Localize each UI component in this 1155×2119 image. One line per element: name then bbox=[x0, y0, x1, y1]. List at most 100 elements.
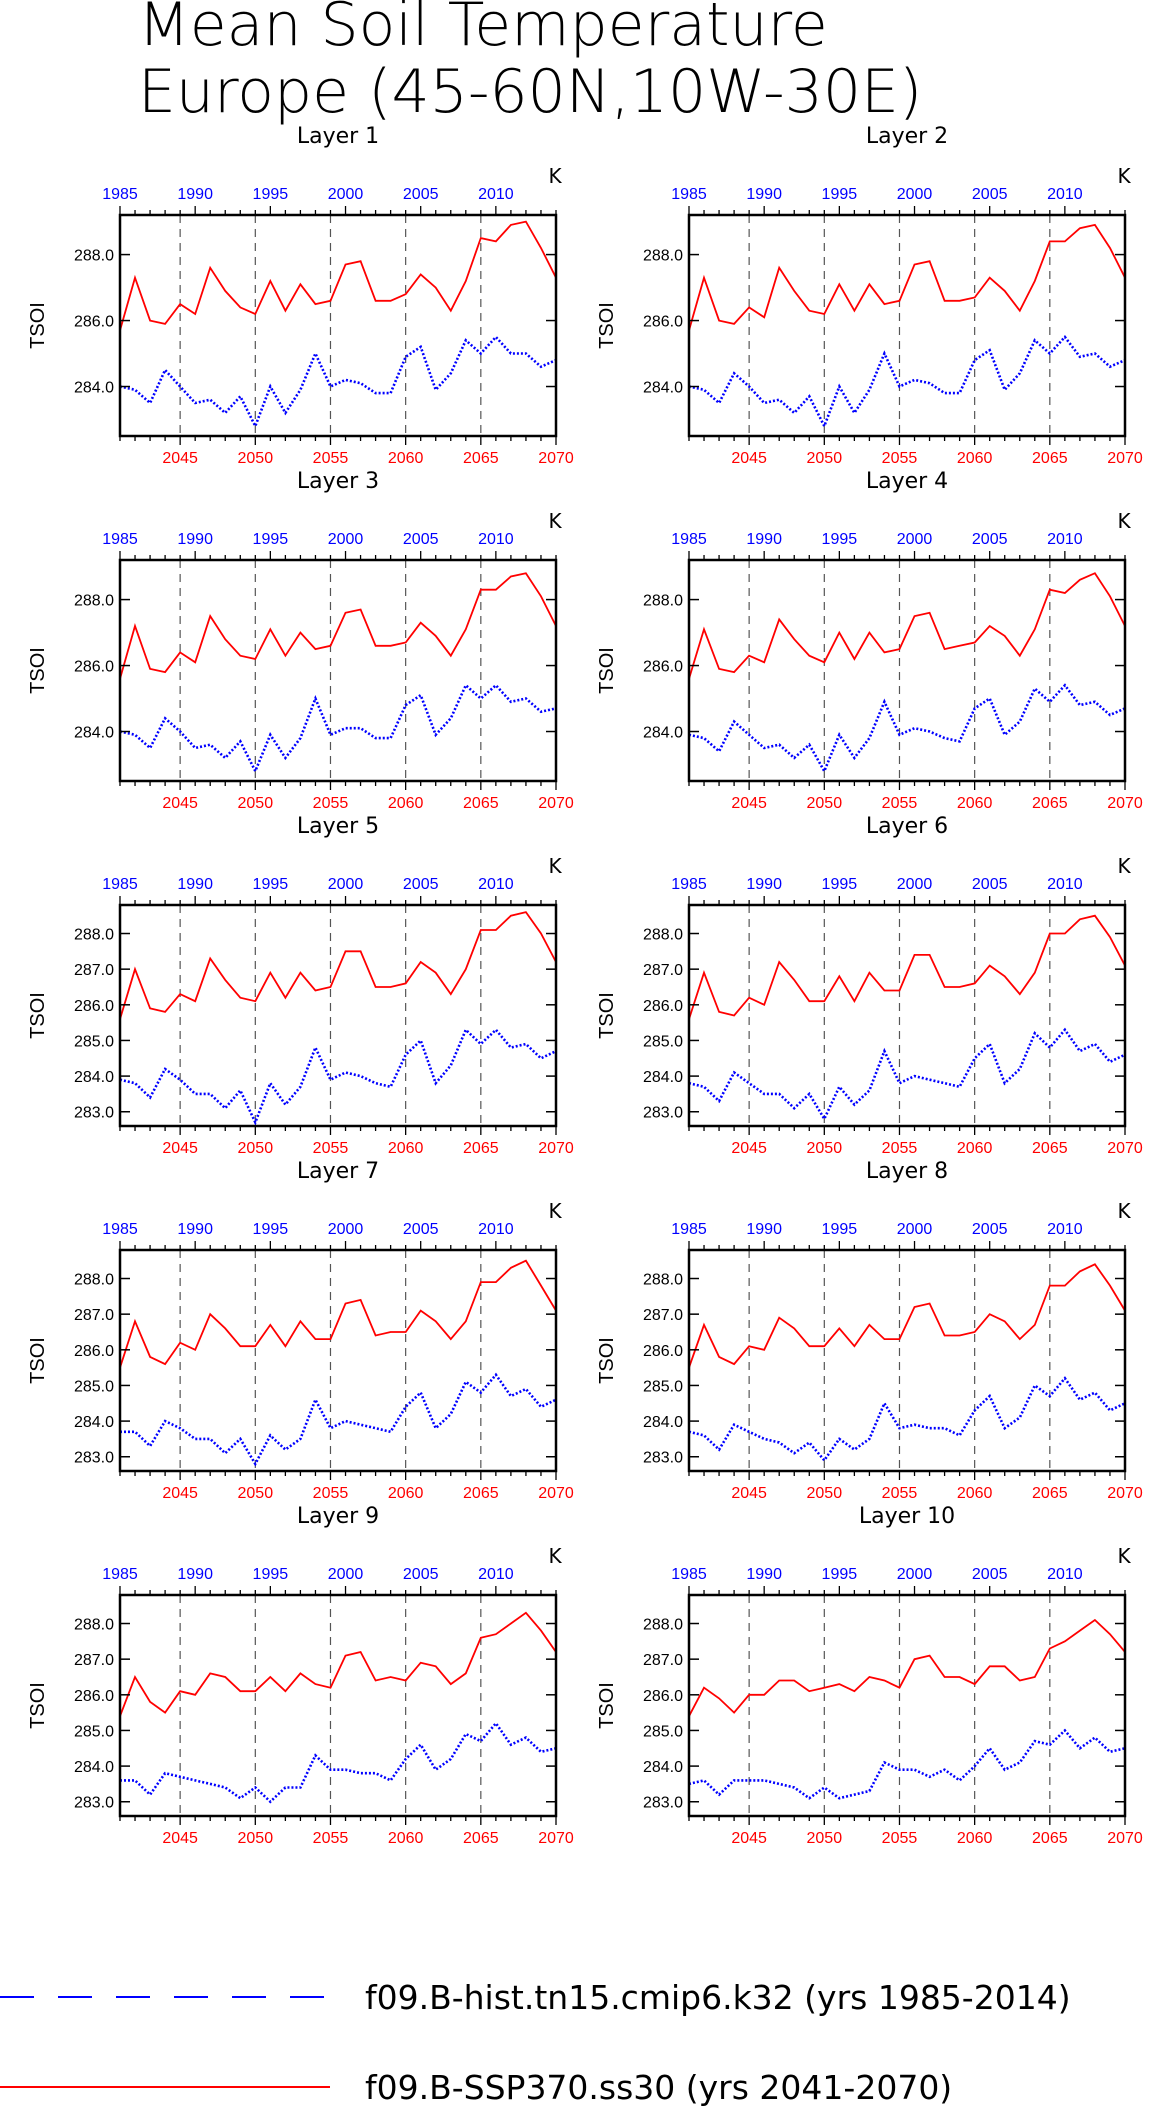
y-tick-label: 288.0 bbox=[74, 593, 114, 610]
y-tick-label: 284.0 bbox=[643, 1414, 683, 1431]
x-bottom-tick-label: 2070 bbox=[1107, 1485, 1143, 1502]
plot-frame bbox=[687, 903, 1127, 1128]
x-bottom-tick-label: 2055 bbox=[313, 795, 349, 812]
y-tick-label: 288.0 bbox=[74, 1617, 114, 1634]
x-bottom-tick-label: 2050 bbox=[807, 450, 843, 467]
x-bottom-tick-label: 2070 bbox=[538, 795, 574, 812]
y-tick-label: 284.0 bbox=[643, 1759, 683, 1776]
y-tick-label: 288.0 bbox=[74, 248, 114, 265]
x-top-tick-label: 1985 bbox=[102, 531, 138, 548]
x-bottom-tick-label: 2055 bbox=[313, 450, 349, 467]
x-top-tick-label: 1990 bbox=[746, 531, 782, 548]
x-top-tick-label: 2005 bbox=[403, 876, 439, 893]
x-top-tick-label: 2010 bbox=[1047, 531, 1083, 548]
x-bottom-tick-label: 2050 bbox=[238, 1830, 274, 1847]
chart-panel-layer-3: 284.0 286.0 288.0 2045 2050 2055 2060 2065 2070 1… bbox=[27, 469, 574, 812]
panel-title: Layer 1 bbox=[297, 124, 379, 149]
x-bottom-tick-label: 2060 bbox=[388, 1830, 424, 1847]
x-bottom-tick-label: 2070 bbox=[1107, 1830, 1143, 1847]
series-line-future bbox=[119, 1611, 557, 1717]
series-line-hist bbox=[119, 683, 557, 775]
y-tick-label: 283.0 bbox=[74, 1105, 114, 1122]
x-bottom-tick-label: 2070 bbox=[1107, 795, 1143, 812]
x-top-tick-label: 2005 bbox=[972, 1566, 1008, 1583]
x-bottom-tick-label: 2050 bbox=[807, 1830, 843, 1847]
x-bottom-tick-label: 2060 bbox=[957, 1485, 993, 1502]
x-bottom-tick-label: 2070 bbox=[538, 1485, 574, 1502]
x-bottom-tick-label: 2045 bbox=[162, 1140, 198, 1157]
y-tick-label: 288.0 bbox=[643, 248, 683, 265]
panel-title: Layer 9 bbox=[297, 1504, 379, 1529]
y-axis-label: TSOI bbox=[27, 1682, 49, 1729]
x-top-tick-label: 2000 bbox=[897, 186, 933, 203]
y-tick-label: 284.0 bbox=[643, 380, 683, 397]
x-top-tick-label: 1990 bbox=[177, 531, 213, 548]
series-line-hist bbox=[119, 335, 557, 430]
y-tick-label: 286.0 bbox=[643, 314, 683, 331]
unit-label: K bbox=[1117, 1199, 1131, 1223]
x-top-tick-label: 2010 bbox=[478, 876, 514, 893]
unit-label: K bbox=[548, 1199, 562, 1223]
x-top-tick-label: 2010 bbox=[1047, 876, 1083, 893]
plot-frame bbox=[687, 1248, 1127, 1473]
x-top-tick-label: 2010 bbox=[1047, 186, 1083, 203]
y-tick-label: 286.0 bbox=[74, 1343, 114, 1360]
series-line-future bbox=[119, 220, 557, 331]
y-tick-label: 286.0 bbox=[74, 659, 114, 676]
x-bottom-tick-label: 2055 bbox=[313, 1140, 349, 1157]
x-top-tick-label: 1990 bbox=[177, 186, 213, 203]
y-tick-label: 288.0 bbox=[643, 1272, 683, 1289]
x-top-tick-label: 1995 bbox=[822, 1221, 858, 1238]
x-top-tick-label: 1995 bbox=[253, 1566, 289, 1583]
panel-title: Layer 7 bbox=[297, 1159, 379, 1184]
y-tick-label: 284.0 bbox=[643, 1069, 683, 1086]
x-top-tick-label: 2010 bbox=[478, 1221, 514, 1238]
chart-panel-layer-1: 284.0 286.0 288.0 2045 2050 2055 2060 2065 2070 1… bbox=[27, 124, 574, 467]
x-bottom-tick-label: 2055 bbox=[313, 1485, 349, 1502]
plot-frame bbox=[118, 558, 558, 783]
series-line-future bbox=[688, 572, 1126, 679]
plot-frame bbox=[687, 558, 1127, 783]
x-bottom-tick-label: 2045 bbox=[731, 1830, 767, 1847]
y-tick-label: 285.0 bbox=[643, 1723, 683, 1740]
y-tick-label: 285.0 bbox=[643, 1033, 683, 1050]
y-tick-label: 288.0 bbox=[74, 927, 114, 944]
x-bottom-tick-label: 2050 bbox=[238, 1140, 274, 1157]
x-top-tick-label: 1985 bbox=[102, 1566, 138, 1583]
y-axis-label: TSOI bbox=[27, 1337, 49, 1384]
x-bottom-tick-label: 2060 bbox=[388, 795, 424, 812]
x-bottom-tick-label: 2045 bbox=[731, 1140, 767, 1157]
series-line-hist bbox=[688, 1376, 1126, 1463]
x-bottom-tick-label: 2045 bbox=[731, 795, 767, 812]
x-top-tick-label: 1985 bbox=[671, 1566, 707, 1583]
x-bottom-tick-label: 2070 bbox=[538, 450, 574, 467]
series-line-hist bbox=[688, 334, 1126, 430]
x-bottom-tick-label: 2070 bbox=[1107, 1140, 1143, 1157]
x-bottom-tick-label: 2060 bbox=[957, 450, 993, 467]
x-top-tick-label: 2010 bbox=[478, 186, 514, 203]
chart-panel-layer-6: 283.0 284.0 285.0 286.0 287.0 288.0 2045 2050 20… bbox=[596, 814, 1143, 1157]
plot-frame bbox=[118, 903, 558, 1128]
x-top-tick-label: 1985 bbox=[671, 186, 707, 203]
x-bottom-tick-label: 2065 bbox=[463, 450, 499, 467]
y-tick-label: 284.0 bbox=[643, 725, 683, 742]
x-bottom-tick-label: 2045 bbox=[731, 450, 767, 467]
x-top-tick-label: 2005 bbox=[403, 531, 439, 548]
series-line-future bbox=[119, 572, 557, 679]
x-bottom-tick-label: 2065 bbox=[463, 1140, 499, 1157]
x-top-tick-label: 2010 bbox=[478, 531, 514, 548]
x-bottom-tick-label: 2055 bbox=[313, 1830, 349, 1847]
y-tick-label: 287.0 bbox=[643, 962, 683, 979]
x-top-tick-label: 1990 bbox=[746, 1221, 782, 1238]
panel-title: Layer 4 bbox=[866, 469, 948, 494]
y-tick-label: 286.0 bbox=[643, 659, 683, 676]
x-bottom-tick-label: 2055 bbox=[882, 795, 918, 812]
legend: f09.B-hist.tn15.cmip6.k32 (yrs 1985-2014… bbox=[0, 1978, 1071, 2107]
x-bottom-tick-label: 2065 bbox=[1032, 1485, 1068, 1502]
x-bottom-tick-label: 2055 bbox=[882, 1140, 918, 1157]
chart-panel-layer-5: 283.0 284.0 285.0 286.0 287.0 288.0 2045 2050 20… bbox=[27, 814, 574, 1157]
y-tick-label: 284.0 bbox=[74, 1414, 114, 1431]
x-bottom-tick-label: 2050 bbox=[238, 795, 274, 812]
y-tick-label: 286.0 bbox=[643, 998, 683, 1015]
y-tick-label: 287.0 bbox=[643, 1307, 683, 1324]
